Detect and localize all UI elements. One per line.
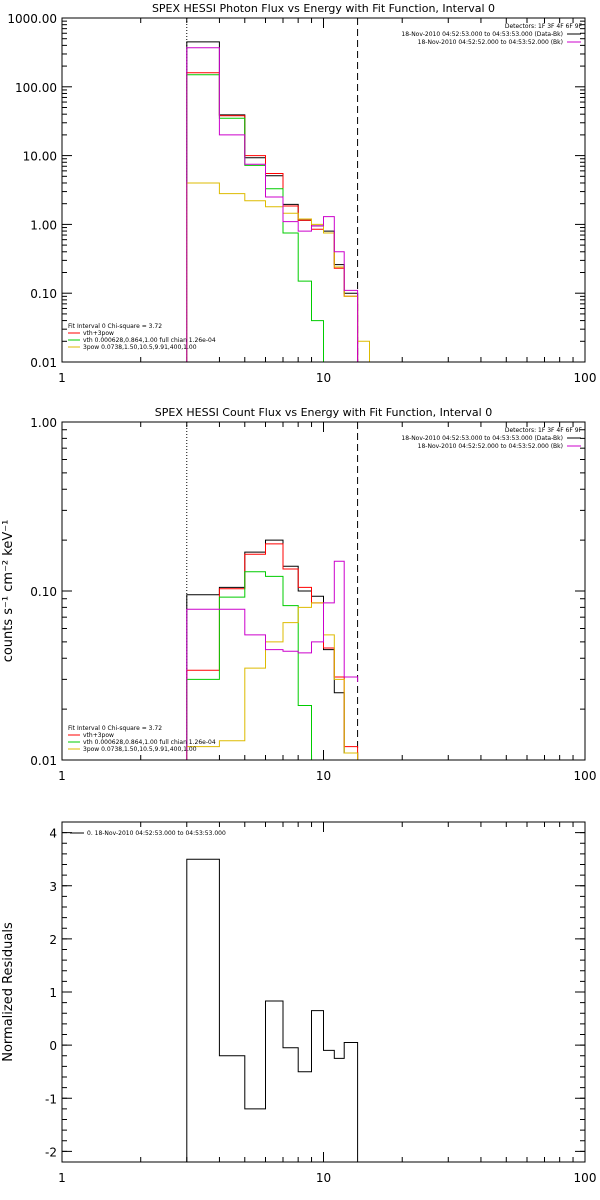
- x-tick-label: 1: [58, 769, 66, 783]
- y-tick-label: 0.10: [30, 287, 57, 301]
- y-tick-label: 1.00: [30, 218, 57, 232]
- info-top-entry: 18-Nov-2010 04:52:52.000 to 04:53:52.000…: [418, 39, 563, 46]
- fit-info-entry: 3pow 0.0738,1.50,10.5,9.91,400,1.00: [83, 344, 197, 351]
- info-top-entry: 18-Nov-2010 04:52:52.000 to 04:53:52.000…: [418, 443, 563, 450]
- plot-frame: [61, 17, 586, 363]
- series-line-4: [186, 602, 359, 760]
- y-tick-label: 0: [49, 1039, 57, 1053]
- x-tick-label: 10: [316, 1171, 331, 1185]
- series-line-4: [186, 182, 381, 362]
- y-tick-label: 1.00: [30, 416, 57, 430]
- panel-2: SPEX HESSI Count Flux vs Energy with Fit…: [1, 406, 597, 783]
- x-tick-label: 1: [58, 1171, 66, 1185]
- detectors-label: Detectors: 1F 3F 4F 6F 9F: [505, 23, 583, 30]
- y-tick-label: 3: [49, 880, 57, 894]
- series-line-1: [186, 41, 359, 362]
- series-line-3: [186, 571, 312, 760]
- panel-1: SPEX HESSI Photon Flux vs Energy with Fi…: [7, 2, 597, 385]
- plot-frame: [61, 421, 586, 761]
- legend-entry: 0. 18-Nov-2010 04:52:53.000 to 04:53:53.…: [87, 830, 226, 837]
- y-tick-label: -2: [45, 1145, 57, 1159]
- series-group: [186, 858, 359, 1162]
- x-tick-label: 1: [58, 371, 66, 385]
- x-tick-label: 10: [316, 769, 331, 783]
- y-tick-label: 4: [49, 827, 57, 841]
- chart-title: SPEX HESSI Photon Flux vs Energy with Fi…: [152, 2, 495, 15]
- y-axis-label: Normalized Residuals: [1, 922, 16, 1062]
- fit-info-entry: vth 0.000628,0.864,1.00 full chian 1.26e…: [83, 739, 216, 746]
- fit-info-entry: vth+3pow: [83, 330, 114, 337]
- y-tick-label: 2: [49, 933, 57, 947]
- series-line-5: [186, 560, 359, 760]
- panel-3: Normalized Residuals 1 10 100 -2 -1 0 1 2 3 4 0. 18…: [1, 821, 597, 1185]
- y-tick-label: 0.01: [30, 356, 57, 370]
- series-line-1: [186, 858, 359, 1162]
- y-tick-label: 0.01: [30, 754, 57, 768]
- y-tick-label: 10.00: [23, 150, 57, 164]
- y-tick-label: 1: [49, 986, 57, 1000]
- x-tick-label: 10: [316, 371, 331, 385]
- series-group: [186, 41, 381, 362]
- fit-info-entry: vth+3pow: [83, 732, 114, 739]
- info-top-entry: 18-Nov-2010 04:52:53.000 to 04:53:53.000…: [401, 31, 563, 38]
- fit-info-header: Fit Interval 0 Chi-square = 3.72: [68, 323, 162, 330]
- plot-frame: [61, 821, 586, 1163]
- series-line-5: [186, 47, 359, 362]
- x-tick-label: 100: [574, 769, 597, 783]
- x-tick-label: 100: [574, 371, 597, 385]
- fit-info-header: Fit Interval 0 Chi-square = 3.72: [68, 725, 162, 732]
- y-tick-label: 100.00: [15, 81, 57, 95]
- y-axis-label: counts s⁻¹ cm⁻² keV⁻¹: [1, 520, 16, 663]
- x-tick-label: 100: [574, 1171, 597, 1185]
- series-group: [186, 539, 359, 760]
- y-tick-label: -1: [45, 1092, 57, 1106]
- y-tick-label: 0.10: [30, 585, 57, 599]
- detectors-label: Detectors: 1F 3F 4F 6F 9F: [505, 427, 583, 434]
- fit-info-entry: vth 0.000628,0.864,1.00 full chian 1.26e…: [83, 337, 216, 344]
- y-tick-label: 1000.00: [7, 12, 57, 26]
- chart-title: SPEX HESSI Count Flux vs Energy with Fit…: [155, 406, 492, 419]
- series-line-2: [186, 543, 359, 760]
- fit-info-entry: 3pow 0.0738,1.50,10.5,9.91,400,1.00: [83, 746, 197, 753]
- info-top-entry: 18-Nov-2010 04:52:53.000 to 04:53:53.000…: [401, 435, 563, 442]
- series-line-2: [186, 72, 359, 362]
- series-line-3: [186, 74, 324, 362]
